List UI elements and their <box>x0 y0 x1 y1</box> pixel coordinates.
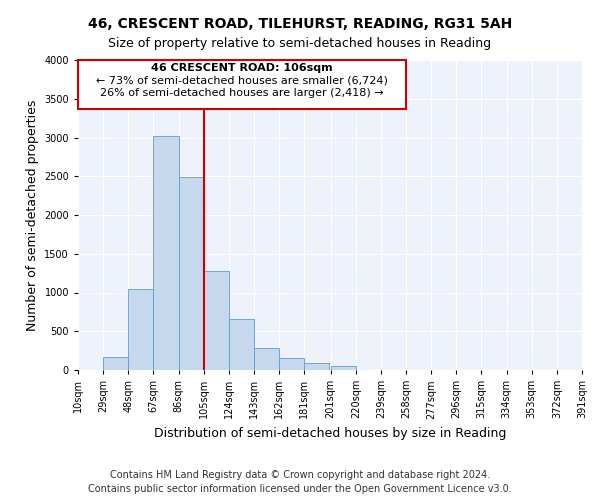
Bar <box>331 366 356 370</box>
Text: ← 73% of semi-detached houses are smaller (6,724): ← 73% of semi-detached houses are smalle… <box>96 76 388 86</box>
Bar <box>229 319 254 370</box>
Y-axis label: Number of semi-detached properties: Number of semi-detached properties <box>26 100 38 330</box>
Bar <box>78 60 406 109</box>
X-axis label: Distribution of semi-detached houses by size in Reading: Distribution of semi-detached houses by … <box>154 427 506 440</box>
Bar <box>254 348 279 370</box>
Text: Contains HM Land Registry data © Crown copyright and database right 2024.
Contai: Contains HM Land Registry data © Crown c… <box>88 470 512 494</box>
Bar <box>203 271 229 370</box>
Bar <box>304 363 329 370</box>
Bar <box>154 136 179 370</box>
Text: 46 CRESCENT ROAD: 106sqm: 46 CRESCENT ROAD: 106sqm <box>151 62 333 72</box>
Bar <box>128 288 154 370</box>
Text: Size of property relative to semi-detached houses in Reading: Size of property relative to semi-detach… <box>109 38 491 51</box>
Bar <box>179 177 203 370</box>
Bar <box>279 358 304 370</box>
Text: 26% of semi-detached houses are larger (2,418) →: 26% of semi-detached houses are larger (… <box>100 88 384 99</box>
Bar <box>103 357 128 370</box>
Text: 46, CRESCENT ROAD, TILEHURST, READING, RG31 5AH: 46, CRESCENT ROAD, TILEHURST, READING, R… <box>88 18 512 32</box>
